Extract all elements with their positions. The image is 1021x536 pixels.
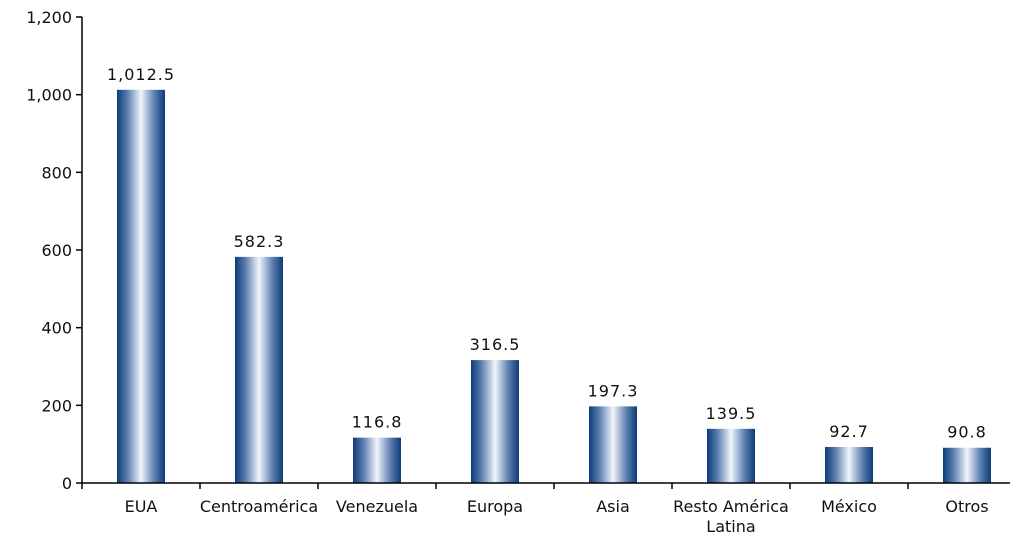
category-label: EUA <box>125 497 158 516</box>
bar <box>353 437 401 483</box>
data-label: 90.8 <box>947 423 987 442</box>
data-label: 1,012.5 <box>107 65 175 84</box>
category-label: Resto América Latina <box>673 497 789 536</box>
category-label: Venezuela <box>336 497 418 516</box>
data-label: 116.8 <box>352 413 403 432</box>
bar <box>825 447 873 483</box>
category-label: México <box>821 497 877 516</box>
category-label: Otros <box>945 497 988 516</box>
category-label: Europa <box>467 497 523 516</box>
axes-group <box>76 16 1010 489</box>
bars-group <box>117 89 991 483</box>
y-tick-label: 200 <box>41 396 72 415</box>
y-tick-label: 600 <box>41 241 72 260</box>
data-label: 92.7 <box>829 422 869 441</box>
bar <box>471 360 519 483</box>
bar <box>707 428 755 483</box>
bar <box>235 256 283 483</box>
bar <box>943 447 991 483</box>
y-tick-label: 1,200 <box>26 8 72 27</box>
category-label: Asia <box>596 497 630 516</box>
data-label: 197.3 <box>588 381 639 400</box>
data-label: 316.5 <box>470 335 521 354</box>
y-tick-label: 1,000 <box>26 86 72 105</box>
category-label: Centroamérica <box>200 497 318 516</box>
y-tick-label: 0 <box>62 474 72 493</box>
y-tick-label: 800 <box>41 163 72 182</box>
bar <box>589 406 637 483</box>
data-label: 139.5 <box>706 404 757 423</box>
labels-group: 0 200 400 600 800 1,000 1,200 1,012.5 EUA 582.3 Ce… <box>26 8 988 536</box>
bar <box>117 89 165 483</box>
data-label: 582.3 <box>234 232 285 251</box>
y-tick-label: 400 <box>41 319 72 338</box>
